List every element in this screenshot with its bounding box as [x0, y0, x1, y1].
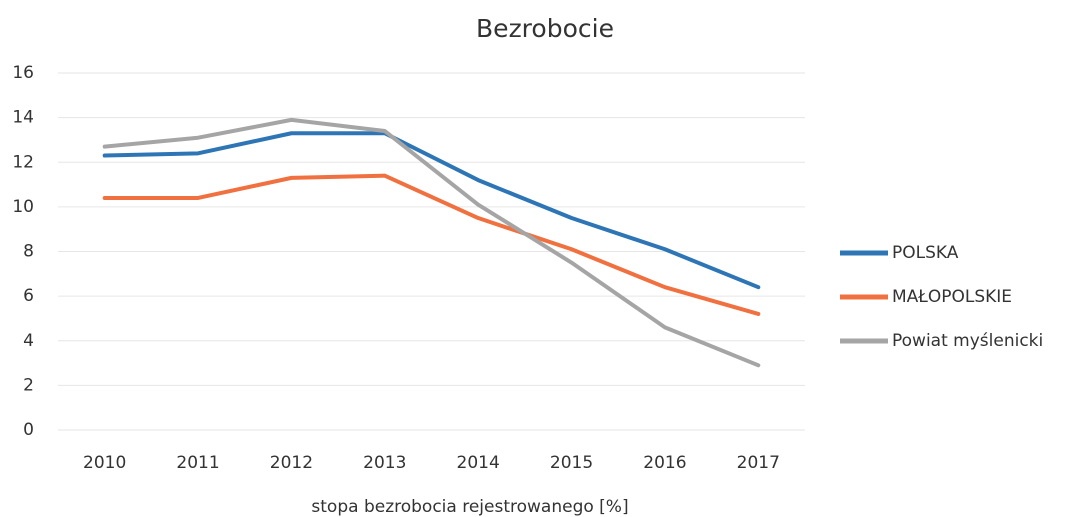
x-tick-label: 2011: [176, 453, 219, 473]
series-line: [102, 117, 761, 368]
x-tick-label: 2014: [457, 453, 500, 473]
y-tick-label: 10: [12, 197, 34, 217]
y-tick-label: 0: [23, 420, 34, 440]
x-tick-label: 2012: [270, 453, 313, 473]
x-tick-label: 2013: [363, 453, 406, 473]
legend-label: MAŁOPOLSKIE: [892, 287, 1012, 307]
y-tick-label: 6: [23, 286, 34, 306]
y-tick-label: 8: [23, 242, 34, 262]
legend-label: POLSKA: [892, 243, 959, 263]
y-tick-label: 14: [12, 108, 34, 128]
x-tick-label: 2010: [83, 453, 126, 473]
chart-title: Bezrobocie: [476, 14, 614, 43]
series-line: [102, 173, 761, 316]
series-line: [102, 131, 761, 290]
x-tick-label: 2017: [737, 453, 780, 473]
y-tick-label: 16: [12, 63, 34, 83]
y-tick-label: 2: [23, 375, 34, 395]
y-tick-label: 4: [23, 331, 34, 351]
x-tick-label: 2015: [550, 453, 593, 473]
x-axis-label: stopa bezrobocia rejestrowanego [%]: [311, 497, 628, 517]
y-tick-label: 12: [12, 152, 34, 172]
x-tick-label: 2016: [643, 453, 686, 473]
legend-label: Powiat myślenicki: [892, 331, 1043, 351]
